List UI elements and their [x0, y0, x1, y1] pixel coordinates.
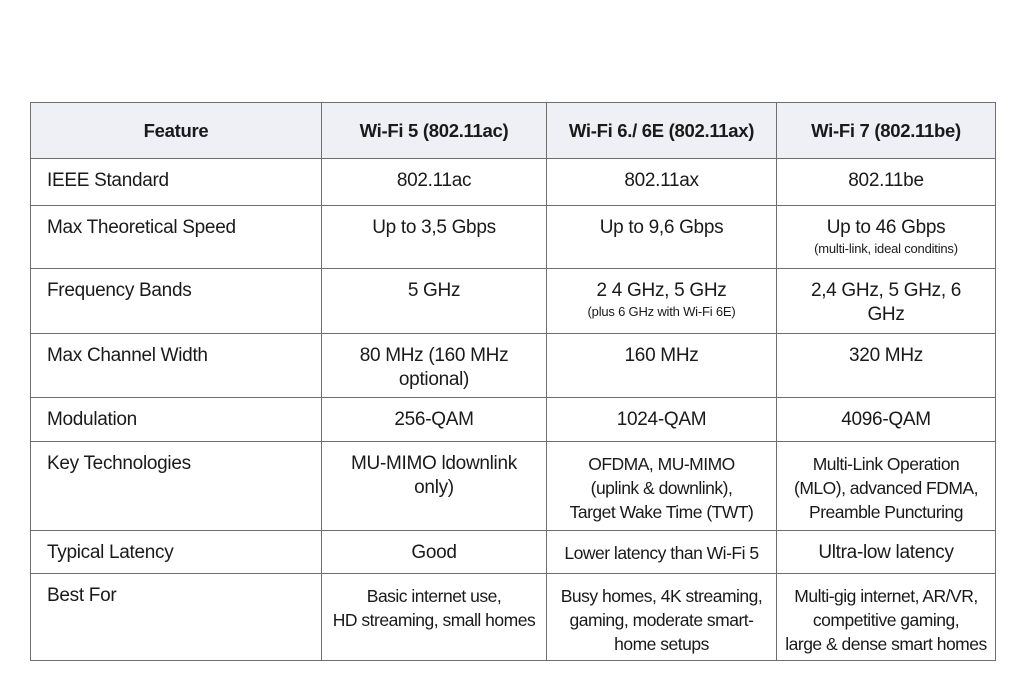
feature-cell: Max Theoretical Speed — [30, 205, 322, 269]
wifi5-cell: 5 GHz — [321, 268, 547, 334]
wifi7-cell: 320 MHz — [776, 333, 996, 398]
wifi6-cell: OFDMA, MU-MIMO (uplink & downlink), Targ… — [546, 441, 777, 531]
table-row: Max Theoretical Speed Up to 3,5 Gbps Up … — [30, 205, 996, 269]
wifi5-cell: MU-MIMO ldownlink only) — [321, 441, 547, 531]
wifi7-cell: 2,4 GHz, 5 GHz, 6 GHz — [776, 268, 996, 334]
wifi6-value: 2 4 GHz, 5 GHz — [596, 280, 727, 301]
header-row: Feature Wi-Fi 5 (802.11ac) Wi-Fi 6./ 6E … — [30, 102, 996, 159]
wifi7-cell: Up to 46 Gbps (multi-link, ideal conditin… — [776, 205, 996, 269]
wifi7-cell: 802.11be — [776, 158, 996, 206]
wifi5-cell: Basic internet use, HD streaming, small … — [321, 573, 547, 661]
wifi6-cell: Up to 9,6 Gbps — [546, 205, 777, 269]
wifi6-note: (plus 6 GHz with Wi-Fi 6E) — [587, 304, 736, 319]
wifi5-cell: Up to 3,5 Gbps — [321, 205, 547, 269]
table-row: Max Channel Width 80 MHz (160 MHz option… — [30, 333, 996, 398]
feature-cell: Modulation — [30, 397, 322, 442]
wifi5-cell: Good — [321, 530, 547, 574]
feature-cell: IEEE Standard — [30, 158, 322, 206]
feature-cell: Max Channel Width — [30, 333, 322, 398]
wifi5-cell: 80 MHz (160 MHz optional) — [321, 333, 547, 398]
header-wifi6: Wi-Fi 6./ 6E (802.11ax) — [546, 102, 777, 159]
wifi7-cell: Ultra-low latency — [776, 530, 996, 574]
wifi6-cell: 802.11ax — [546, 158, 777, 206]
table-row: Modulation 256-QAM 1024-QAM 4096-QAM — [30, 397, 996, 442]
wifi7-cell: Multi-Link Operation (MLO), advanced FDM… — [776, 441, 996, 531]
table-row: Typical Latency Good Lower latency than … — [30, 530, 996, 574]
table-row: IEEE Standard 802.11ac 802.11ax 802.11be — [30, 158, 996, 206]
wifi5-cell: 802.11ac — [321, 158, 547, 206]
wifi6-cell: 1024-QAM — [546, 397, 777, 442]
table-row: Key Technologies MU-MIMO ldownlink only)… — [30, 441, 996, 531]
header-wifi5: Wi-Fi 5 (802.11ac) — [321, 102, 547, 159]
header-feature: Feature — [30, 102, 322, 159]
wifi7-note: (multi-link, ideal conditins) — [814, 241, 958, 256]
header-wifi7: Wi-Fi 7 (802.11be) — [776, 102, 996, 159]
wifi-comparison-table: Feature Wi-Fi 5 (802.11ac) Wi-Fi 6./ 6E … — [30, 102, 996, 661]
wifi6-cell: Busy homes, 4K streaming, gaming, modera… — [546, 573, 777, 661]
feature-cell: Typical Latency — [30, 530, 322, 574]
feature-cell: Key Technologies — [30, 441, 322, 531]
wifi6-cell: 160 MHz — [546, 333, 777, 398]
wifi7-value: Up to 46 Gbps — [826, 217, 946, 238]
wifi6-cell: 2 4 GHz, 5 GHz (plus 6 GHz with Wi-Fi 6E) — [546, 268, 777, 334]
feature-cell: Frequency Bands — [30, 268, 322, 334]
wifi7-cell: Multi-gig internet, AR/VR, competitive g… — [776, 573, 996, 661]
table-row: Frequency Bands 5 GHz 2 4 GHz, 5 GHz (plu… — [30, 268, 996, 334]
table-row: Best For Basic internet use, HD streamin… — [30, 573, 996, 661]
wifi5-cell: 256-QAM — [321, 397, 547, 442]
feature-cell: Best For — [30, 573, 322, 661]
wifi6-cell: Lower latency than Wi-Fi 5 — [546, 530, 777, 574]
wifi7-cell: 4096-QAM — [776, 397, 996, 442]
